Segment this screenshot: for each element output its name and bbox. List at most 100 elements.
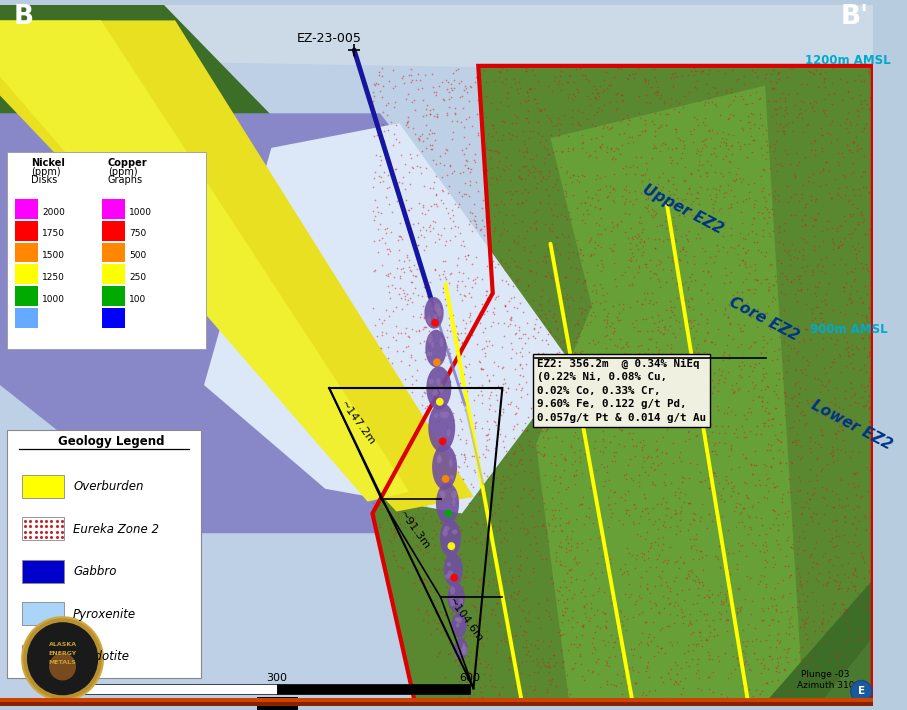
Point [619, 624, 633, 635]
Point [583, 317, 598, 328]
Point [837, 171, 852, 182]
Point [629, 193, 643, 204]
Point [822, 566, 836, 577]
Point [381, 271, 395, 282]
Point [772, 367, 786, 378]
Point [529, 215, 543, 226]
Point [745, 501, 759, 513]
Point [583, 354, 598, 366]
Point [581, 337, 596, 348]
Point [707, 198, 721, 209]
Point [512, 170, 527, 182]
Point [549, 398, 563, 409]
Point [451, 682, 465, 693]
Point [670, 660, 685, 671]
Point [684, 618, 698, 630]
Bar [0, 698, 873, 706]
Point [854, 643, 869, 655]
Point [851, 105, 865, 116]
Point [743, 361, 757, 372]
Point [494, 537, 509, 548]
Point [639, 616, 653, 628]
Point [592, 141, 607, 152]
Point [843, 626, 857, 637]
Point [596, 606, 610, 618]
Point [671, 600, 686, 611]
Point [444, 222, 459, 234]
Point [425, 222, 440, 234]
Point [832, 420, 846, 432]
Point [451, 430, 465, 441]
Point [615, 190, 629, 202]
Point [401, 477, 415, 488]
Point [563, 564, 578, 575]
Point [732, 369, 746, 381]
Point [422, 427, 436, 439]
Point [448, 541, 463, 552]
Point [828, 687, 843, 698]
Point [846, 389, 861, 400]
Point [679, 229, 694, 241]
Point [375, 329, 390, 341]
Point [477, 532, 492, 544]
Point [657, 356, 671, 368]
Point [512, 564, 527, 576]
Point [526, 160, 541, 172]
Point [667, 600, 681, 611]
Point [805, 265, 820, 276]
Point [590, 382, 605, 393]
Point [369, 407, 384, 418]
Point [811, 439, 825, 450]
Ellipse shape [443, 530, 448, 537]
Point [530, 304, 544, 315]
Point [568, 427, 582, 438]
Point [736, 293, 750, 304]
Point [537, 449, 551, 461]
Point [590, 668, 605, 679]
Point [677, 497, 691, 508]
Point [607, 258, 621, 269]
Point [382, 75, 396, 87]
Point [847, 190, 862, 201]
Point [457, 84, 472, 95]
Point [642, 514, 657, 525]
Point [625, 317, 639, 329]
Point [770, 433, 785, 444]
Point [610, 312, 625, 323]
Point [495, 274, 510, 285]
Point [576, 601, 590, 612]
Point [807, 372, 822, 383]
Point [621, 547, 636, 559]
Point [468, 417, 483, 428]
Point [436, 159, 451, 170]
Point [760, 273, 775, 285]
Point [582, 533, 597, 545]
Point [375, 380, 389, 391]
Point [547, 263, 561, 274]
Point [600, 190, 615, 201]
Point [846, 536, 861, 547]
Point [530, 473, 544, 484]
Point [619, 180, 633, 192]
Point [779, 367, 794, 378]
Point [540, 366, 554, 377]
Point [423, 139, 437, 151]
Point [699, 398, 714, 409]
Point [443, 356, 457, 368]
Point [805, 270, 820, 281]
Point [473, 362, 488, 373]
Point [507, 447, 522, 459]
Point [504, 629, 519, 640]
Point [629, 151, 643, 163]
Point [502, 565, 516, 577]
Polygon shape [0, 4, 873, 706]
Point [626, 475, 640, 486]
Point [663, 597, 678, 608]
Point [769, 606, 784, 617]
Point [627, 643, 641, 655]
Point [841, 107, 855, 119]
Point [745, 595, 759, 606]
Point [443, 380, 457, 391]
Point [719, 138, 734, 149]
Point [788, 364, 803, 375]
